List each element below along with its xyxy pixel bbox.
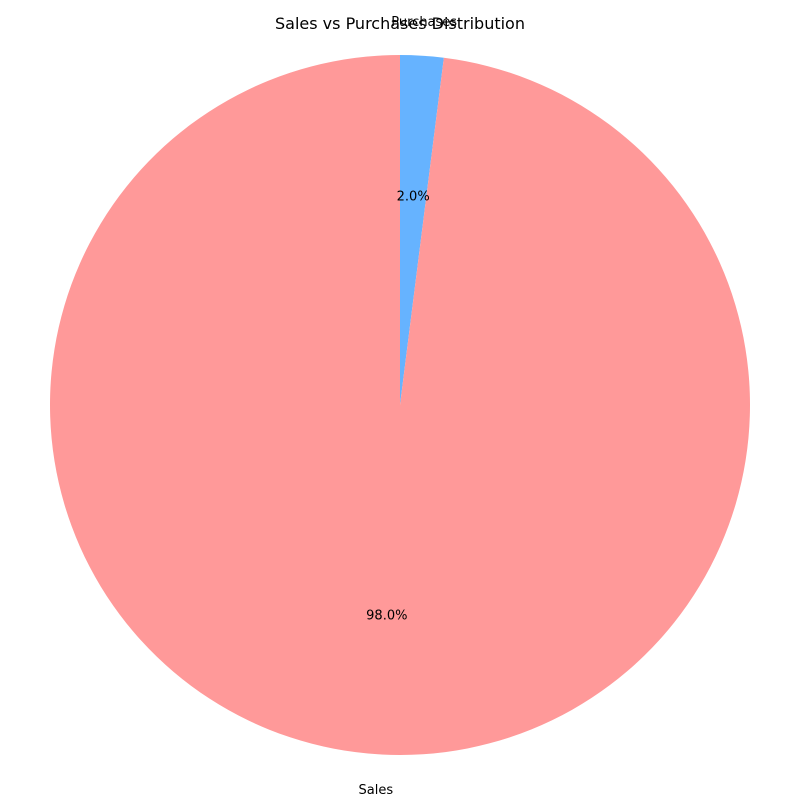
pie-labels: Purchases 2.0% Sales 98.0% (359, 15, 458, 798)
slice-label-sales: Sales (359, 783, 394, 798)
percent-label-purchases: 2.0% (397, 189, 430, 204)
pie-slices (50, 55, 750, 755)
pie-slice-sales (50, 55, 750, 755)
percent-label-sales: 98.0% (366, 609, 407, 624)
chart-title: Sales vs Purchases Distribution (275, 14, 525, 33)
pie-slice-purchases (400, 55, 444, 405)
slice-label-purchases: Purchases (391, 15, 457, 30)
